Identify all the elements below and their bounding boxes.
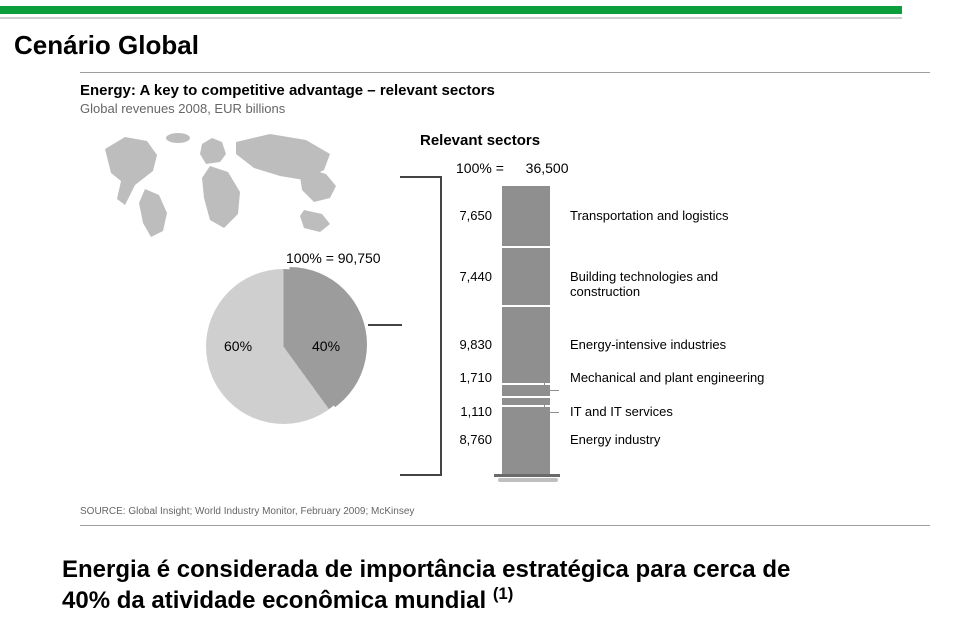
chart-body: 100% = 90,750 40% 60% Relevant sectors 1… [80, 116, 930, 486]
seg-tick-4 [544, 402, 559, 413]
seg-text-1: Building technologies and construction [570, 269, 790, 299]
bar-shadow [498, 478, 558, 482]
chart-source: SOURCE: Global Insight; World Industry M… [80, 506, 414, 517]
seg-text-3: Mechanical and plant engineering [570, 370, 790, 385]
seg-value-3: 1,710 [436, 370, 492, 385]
bar-baseline [494, 474, 560, 477]
pie-label-40: 40% [312, 338, 340, 354]
pie-total-label: 100% = 90,750 [286, 250, 381, 266]
chart-subtitle: Global revenues 2008, EUR billions [80, 101, 930, 116]
bracket-pointer [368, 324, 402, 326]
seg-labels: 7,6507,4409,8301,7101,1108,760 [496, 186, 556, 474]
bracket [400, 176, 440, 476]
seg-tick-3 [544, 378, 559, 391]
bar-top-label: 100% = 36,500 [456, 160, 616, 176]
bottom-text: Energia é considerada de importância est… [62, 556, 790, 615]
top-accent-bar [0, 6, 902, 14]
bottom-line1: Energia é considerada de importância est… [62, 556, 790, 584]
bottom-sup: (1) [493, 584, 514, 603]
seg-texts: Transportation and logistics Building tec… [570, 186, 830, 474]
seg-text-2: Energy-intensive industries [570, 337, 790, 352]
rule-top [80, 72, 930, 73]
seg-value-0: 7,650 [436, 208, 492, 223]
page-title: Cenário Global [14, 30, 199, 61]
seg-value-2: 9,830 [436, 337, 492, 352]
rule-bottom [80, 525, 930, 526]
chart-title: Energy: A key to competitive advantage –… [80, 82, 930, 99]
bottom-line2: 40% da atividade econômica mundial (1) [62, 584, 790, 615]
bar-top-100: 100% = [456, 160, 504, 176]
pie-label-60: 60% [224, 338, 252, 354]
bottom-line2a: 40% da atividade econômica mundial [62, 587, 493, 614]
bar-top-value: 36,500 [526, 160, 569, 176]
relevant-sectors-label: Relevant sectors [420, 132, 540, 149]
seg-value-5: 8,760 [436, 432, 492, 447]
world-map [90, 124, 350, 244]
chart-area: Energy: A key to competitive advantage –… [80, 82, 930, 486]
seg-text-5: Energy industry [570, 432, 790, 447]
seg-text-0: Transportation and logistics [570, 208, 790, 223]
seg-value-1: 7,440 [436, 269, 492, 284]
seg-text-4: IT and IT services [570, 404, 790, 419]
seg-value-4: 1,110 [436, 404, 492, 419]
